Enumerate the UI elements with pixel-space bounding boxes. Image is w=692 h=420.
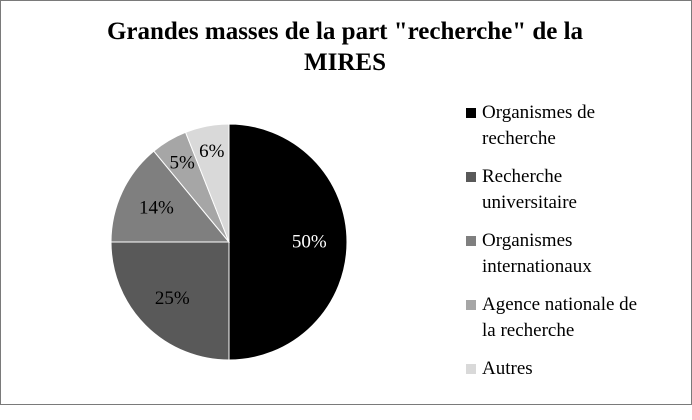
legend-item-autres: Autres: [466, 356, 686, 420]
pie-slice-label-organismes-internationaux: 14%: [139, 197, 174, 218]
pie-slice-label-organismes-de-recherche: 50%: [292, 232, 327, 253]
legend-marker: [466, 364, 476, 374]
legend-label-line: Organismes: [482, 230, 573, 251]
legend-label: Organismes internationaux: [482, 228, 682, 280]
legend-label-line: Autres: [482, 358, 533, 379]
chart-title: Grandes masses de la part "recherche" de…: [90, 16, 600, 78]
chart-title-line-1: Grandes masses de la part "recherche" de…: [106, 18, 584, 45]
legend-label-line: Recherche: [482, 166, 563, 187]
pie-chart: 50% 25% 14% 5%6%: [110, 123, 348, 361]
legend-label-line: la recherche: [482, 320, 575, 341]
legend-label: Recherche universitaire: [482, 164, 682, 216]
pie-labels: 50% 25% 14% 5%6%: [139, 141, 327, 309]
legend-marker: [466, 108, 476, 118]
pie-slice-label-recherche-universitaire: 25%: [155, 288, 190, 309]
legend-label-line: Organismes de: [482, 102, 596, 123]
legend-marker: [466, 172, 476, 182]
legend-marker: [466, 236, 476, 246]
legend-item-agence-nationale-de-la-recherche: Agence nationale de la recherche: [466, 292, 686, 356]
pie-slice-organismes-de-recherche: [228, 123, 348, 361]
legend-label-line: Agence nationale de: [482, 294, 638, 315]
legend-item-organismes-de-recherche: Organismes de recherche: [466, 100, 686, 164]
legend-label: Autres: [482, 356, 682, 382]
legend-label: Agence nationale de la recherche: [482, 292, 682, 344]
pie-slices: [110, 123, 348, 361]
pie-slice-recherche-universitaire: [110, 241, 230, 361]
pie-slice-label-agence-nationale-de-la-recherche: 5%: [169, 152, 195, 173]
pie-slice-organismes-internationaux: [110, 150, 231, 243]
legend-marker: [466, 300, 476, 310]
pie-slice-autres: [184, 123, 230, 243]
legend-item-organismes-internationaux: Organismes internationaux: [466, 228, 686, 292]
legend-label-line: universitaire: [482, 192, 577, 213]
pie-slice-label-autres: 6%: [199, 141, 225, 162]
legend: Organismes de recherche Recherche univer…: [466, 100, 686, 420]
chart-frame: [0, 0, 692, 405]
legend-label: Organismes de recherche: [482, 100, 682, 152]
legend-label-line: internationaux: [482, 256, 592, 277]
chart-title-line-2: MIRES: [304, 49, 386, 76]
legend-item-recherche-universitaire: Recherche universitaire: [466, 164, 686, 228]
legend-label-line: recherche: [482, 128, 556, 149]
